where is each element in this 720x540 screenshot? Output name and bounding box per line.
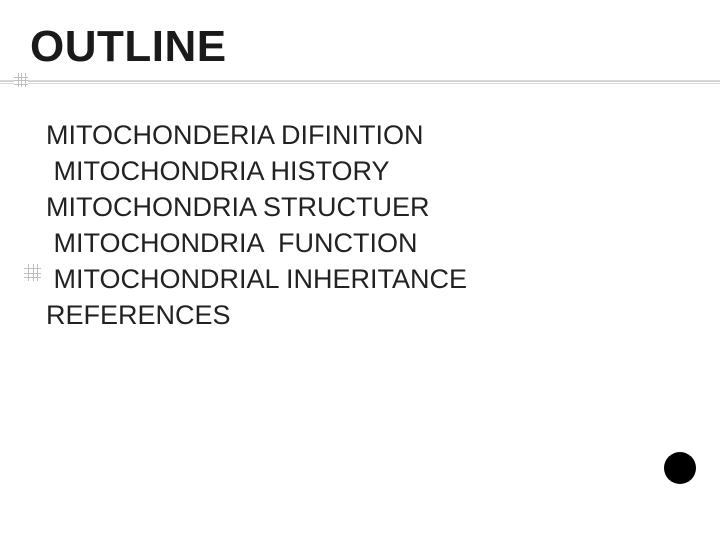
slide-title: OUTLINE	[30, 22, 227, 72]
placeholder-handle-icon	[14, 73, 28, 87]
title-underline	[0, 80, 720, 82]
list-item: MITOCHONDRIA FUNCTION	[46, 226, 467, 262]
list-item: MITOCHONDRIA STRUCTUER	[46, 190, 467, 226]
list-item: MITOCHONDRIAL INHERITANCE	[46, 262, 467, 298]
slide: OUTLINE MITOCHONDERIA DIFINITION MITOCHO…	[0, 0, 720, 540]
outline-list: MITOCHONDERIA DIFINITION MITOCHONDRIA HI…	[46, 118, 467, 333]
page-indicator-dot	[664, 452, 696, 484]
list-item: MITOCHONDERIA DIFINITION	[46, 118, 467, 154]
content-handle-icon	[24, 264, 41, 281]
list-item: REFERENCES	[46, 298, 467, 334]
list-item: MITOCHONDRIA HISTORY	[46, 154, 467, 190]
